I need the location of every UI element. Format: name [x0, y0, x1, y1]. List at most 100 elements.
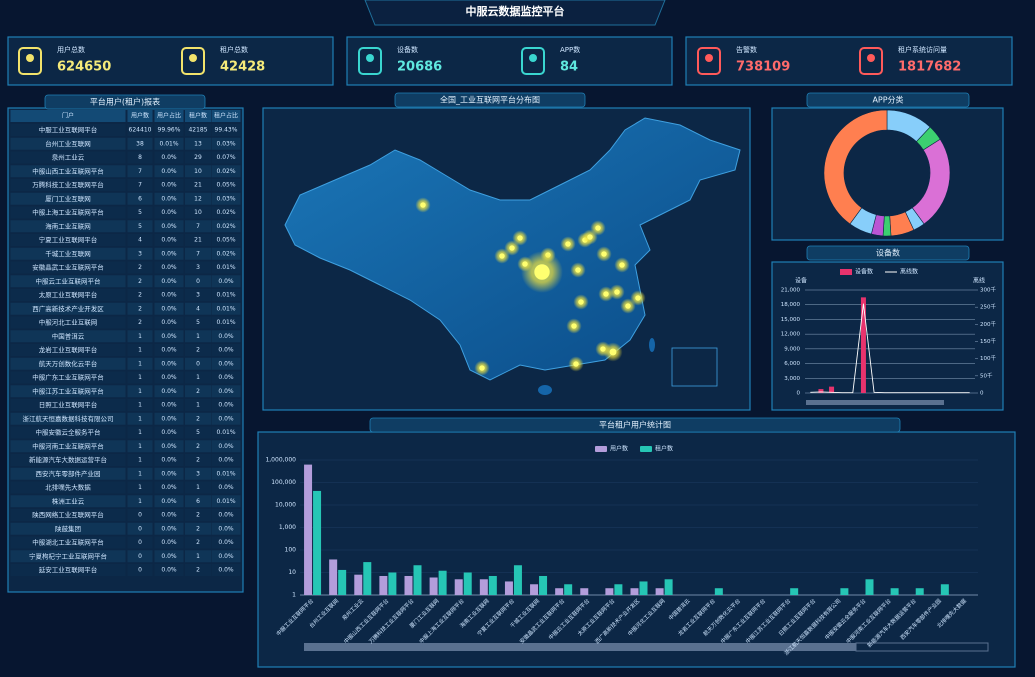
table-cell-text: 13: [194, 140, 202, 147]
y2-tick-label: 200千: [980, 320, 996, 328]
table-cell-text: 0.0%: [218, 539, 234, 546]
y-tick-label: 0: [797, 391, 801, 397]
table-cell-text: 6: [138, 195, 142, 202]
table-cell-text: 5: [196, 319, 200, 326]
table-cell-text: 0.0%: [161, 347, 177, 354]
table-cell-text: 0.0%: [161, 553, 177, 560]
table-cell-text: 2: [196, 512, 200, 519]
table-cell: [127, 536, 153, 549]
table-cell-text: 0.0%: [218, 402, 234, 409]
table-cell-text: 0.01%: [216, 429, 235, 436]
table-cell-text: 1: [138, 443, 142, 450]
table-cell: [211, 550, 241, 563]
table-cell-text: 1: [138, 374, 142, 381]
table-cell: [211, 124, 241, 136]
kpi-icon: [358, 47, 382, 75]
table-cell: [154, 124, 184, 136]
table-header: 用户占比: [157, 112, 181, 120]
kpi-value: 42428: [220, 60, 265, 75]
table-cell: [211, 344, 241, 356]
table-cell: [211, 454, 241, 466]
map-marker: [595, 225, 601, 231]
table-cell: [127, 440, 153, 453]
table-cell-text: 6: [196, 498, 200, 505]
table-cell: [154, 151, 184, 164]
map-marker: [534, 264, 550, 280]
bar: [454, 579, 463, 595]
table-cell: [211, 137, 241, 150]
table-cell: [154, 330, 184, 343]
table-cell: [154, 440, 184, 453]
legend-label[interactable]: 设备数: [855, 268, 873, 276]
table-cell: [10, 536, 126, 549]
legend-swatch[interactable]: [640, 446, 652, 452]
map-marker: [573, 361, 579, 367]
table-cell: [185, 289, 211, 301]
table-cell-text: 0: [138, 567, 142, 574]
y2-tick-label: 100千: [980, 354, 996, 362]
bar: [605, 588, 614, 595]
table-cell-text: 10: [194, 168, 202, 175]
table-cell-text: 5: [138, 209, 142, 216]
table-cell: [10, 165, 126, 178]
y2-tick-label: 300千: [980, 286, 996, 294]
table-cell: [10, 344, 126, 356]
legend-label[interactable]: 用户数: [610, 445, 628, 453]
table-cell-text: 1: [138, 484, 142, 491]
bar: [639, 581, 648, 595]
table-cell: [127, 151, 153, 164]
table-cell-text: 株洲工业云: [52, 496, 85, 505]
map-marker: [571, 323, 577, 329]
table-header-cell: [127, 110, 153, 122]
scrollbar-track: [855, 642, 989, 652]
bar: [840, 588, 849, 595]
table-cell: [211, 330, 241, 343]
table-cell-text: 0.01%: [216, 292, 235, 299]
table-cell: [211, 467, 241, 480]
table-cell: [10, 234, 126, 246]
legend-label[interactable]: 离线数: [900, 268, 918, 276]
table-cell-text: 陕西网络工业互联网平台: [32, 510, 104, 519]
kpi-label: APP数: [560, 45, 580, 54]
scrollbar[interactable]: [806, 400, 944, 405]
legend-swatch[interactable]: [595, 446, 607, 452]
table-cell: [211, 426, 241, 439]
table-cell-text: 0: [138, 539, 142, 546]
table-cell: [185, 344, 211, 356]
table-cell: [154, 495, 184, 508]
table-cell-text: 0.03%: [216, 195, 235, 202]
table-cell-text: 陕鼓集团: [55, 524, 81, 533]
table-cell: [185, 330, 211, 343]
table-cell-text: 0.0%: [161, 278, 177, 285]
table-cell: [127, 344, 153, 356]
table-cell: [154, 385, 184, 398]
table-cell: [185, 165, 211, 178]
table-cell-text: 42185: [188, 127, 207, 134]
y-tick-label: 1,000,000: [265, 457, 296, 464]
table-cell-text: 龙岩工业互联网平台: [39, 345, 98, 354]
title-tab: [44, 94, 206, 110]
scrollbar[interactable]: [304, 643, 856, 651]
table-cell-text: 1: [196, 402, 200, 409]
table-cell: [10, 371, 126, 384]
table-cell-text: 1: [196, 553, 200, 560]
table-cell-text: 3: [196, 470, 200, 477]
table-cell-text: 0.0%: [218, 360, 234, 367]
table-cell-text: 1: [138, 360, 142, 367]
legend-label[interactable]: 租户数: [655, 445, 673, 453]
legend-swatch[interactable]: [840, 269, 852, 275]
table-cell-text: 0.0%: [161, 415, 177, 422]
bar: [630, 588, 639, 595]
table-cell: [127, 399, 153, 411]
table-cell: [185, 206, 211, 219]
bar: [890, 588, 899, 595]
map-marker: [609, 348, 617, 356]
table-cell: [185, 357, 211, 370]
kpi-value: 738109: [736, 60, 790, 75]
table-cell: [211, 385, 241, 398]
table-cell: [10, 220, 126, 233]
table-cell-text: 宁夏工业互联网平台: [39, 235, 98, 244]
table-cell: [211, 289, 241, 301]
map-marker: [499, 253, 505, 259]
table-cell: [10, 275, 126, 288]
